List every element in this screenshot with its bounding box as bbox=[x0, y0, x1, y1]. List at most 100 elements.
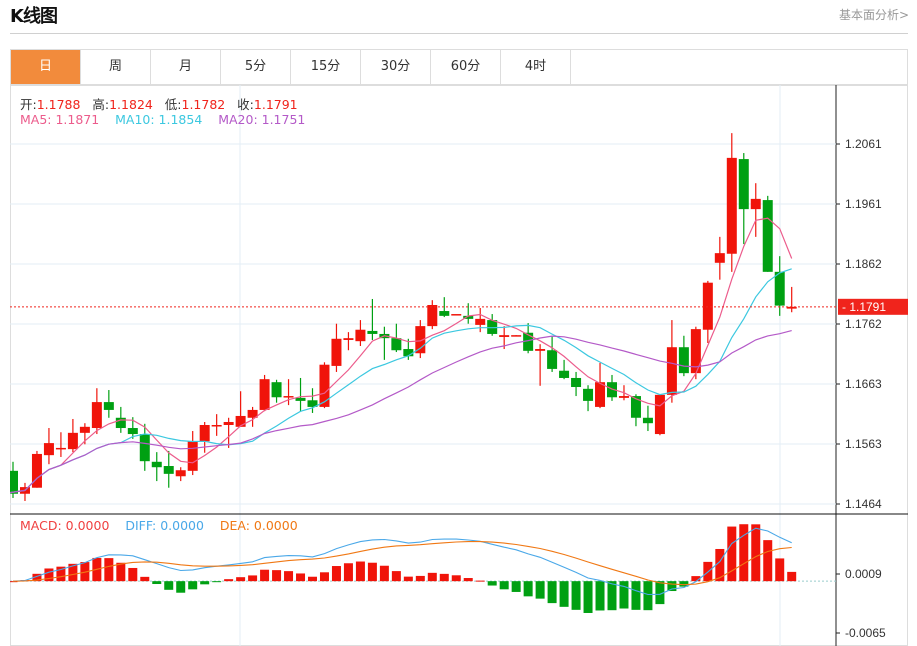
tab-15min[interactable]: 15分 bbox=[291, 50, 361, 84]
macd-bar bbox=[511, 581, 521, 592]
y-tick-label: 1.1762 bbox=[845, 317, 882, 331]
page-title: K线图 bbox=[10, 6, 58, 27]
tab-4hour[interactable]: 4时 bbox=[501, 50, 571, 84]
macd-bar bbox=[260, 569, 270, 582]
fundamental-analysis-link[interactable]: 基本面分析> bbox=[838, 8, 909, 22]
candle-up bbox=[595, 382, 606, 407]
candle-up bbox=[427, 305, 438, 327]
macd-bar bbox=[655, 581, 665, 605]
candle-up bbox=[79, 426, 90, 433]
macd-bar bbox=[547, 581, 557, 604]
tab-5min[interactable]: 5分 bbox=[221, 50, 291, 84]
macd-bar bbox=[691, 576, 701, 582]
macd-bar bbox=[667, 581, 677, 592]
candle-down bbox=[607, 382, 617, 398]
candle-up bbox=[55, 447, 66, 450]
tab-30min[interactable]: 30分 bbox=[361, 50, 431, 84]
candle-down bbox=[103, 402, 114, 410]
candle-up bbox=[43, 443, 54, 456]
macd-bar bbox=[763, 540, 773, 582]
candle-up bbox=[618, 396, 629, 398]
macd-bar bbox=[272, 570, 282, 582]
macd-bar bbox=[308, 576, 317, 582]
macd-bar bbox=[451, 575, 461, 582]
candle-up bbox=[702, 282, 713, 330]
dea-value: DEA: 0.0000 bbox=[219, 518, 298, 533]
macd-bar bbox=[56, 566, 66, 582]
candle-up bbox=[355, 329, 366, 342]
high-label: 高: bbox=[92, 97, 110, 112]
candle-up bbox=[259, 379, 270, 410]
candle-down bbox=[139, 434, 150, 462]
candle-down bbox=[463, 315, 474, 319]
macd-bar bbox=[439, 573, 449, 582]
candle-down bbox=[738, 159, 749, 210]
candle-down bbox=[523, 332, 534, 351]
macd-bar bbox=[751, 524, 761, 582]
candle-down bbox=[10, 470, 18, 494]
tab-week[interactable]: 周 bbox=[81, 50, 151, 84]
macd-bar bbox=[415, 575, 425, 582]
macd-bar bbox=[367, 562, 377, 582]
ohlc-readout: 开:1.1788 高:1.1824 低:1.1782 收:1.1791 bbox=[20, 94, 298, 113]
candle-down bbox=[571, 377, 582, 388]
y-tick-label: 1.1563 bbox=[845, 437, 882, 451]
candle-down bbox=[127, 428, 138, 435]
macd-bar bbox=[595, 581, 605, 611]
diff-line bbox=[12, 527, 792, 596]
macd-bar bbox=[331, 566, 341, 582]
macd-bar bbox=[583, 581, 593, 613]
candle-up bbox=[175, 470, 186, 477]
candle-up bbox=[451, 314, 462, 316]
candle-down bbox=[163, 466, 174, 474]
y-tick-label: 1.1663 bbox=[845, 377, 882, 391]
macd-bar bbox=[284, 571, 294, 582]
macd-bar bbox=[679, 581, 689, 587]
chart-canvas[interactable]: 1.2061 1.1961 1.1862 1.1762 1.1663 1.1563 1.14… bbox=[10, 85, 908, 646]
candle-up bbox=[199, 425, 210, 442]
kline-chart[interactable]: 1.2061 1.1961 1.1862 1.1762 1.1663 1.1563 1.14… bbox=[10, 85, 908, 646]
macd-bar bbox=[140, 576, 150, 582]
macd-bar bbox=[128, 567, 138, 582]
candle-down bbox=[115, 417, 126, 429]
open-value: 1.1788 bbox=[36, 97, 81, 112]
macd-bar bbox=[403, 576, 413, 582]
open-label: 开: bbox=[20, 97, 37, 112]
macd-bar bbox=[643, 581, 653, 611]
candle-down bbox=[547, 350, 558, 369]
macd-bar bbox=[631, 581, 641, 610]
macd-bar bbox=[343, 563, 353, 582]
candle-up bbox=[786, 306, 797, 309]
macd-bar bbox=[164, 581, 174, 590]
candle-up bbox=[714, 253, 725, 263]
macd-bar bbox=[715, 548, 725, 582]
macd-bar bbox=[739, 524, 749, 582]
tab-60min[interactable]: 60分 bbox=[431, 50, 501, 84]
candle-down bbox=[271, 382, 282, 398]
y-tick-label: 1.1862 bbox=[845, 257, 882, 271]
period-tabs: 日 周 月 5分 15分 30分 60分 4时 bbox=[10, 49, 908, 85]
macd-bar bbox=[224, 579, 234, 582]
close-label: 收: bbox=[237, 97, 254, 112]
macd-bar bbox=[775, 558, 785, 582]
candle-up bbox=[31, 453, 42, 488]
diff-value: DIFF: 0.0000 bbox=[125, 518, 204, 533]
macd-bar bbox=[152, 581, 162, 585]
tab-day[interactable]: 日 bbox=[11, 50, 81, 84]
y-tick-label: 1.1961 bbox=[845, 197, 882, 211]
candle-down bbox=[762, 200, 773, 272]
ma20-value: MA20: 1.1751 bbox=[218, 112, 306, 127]
macd-bar bbox=[379, 565, 389, 582]
ma10-value: MA10: 1.1854 bbox=[115, 112, 203, 127]
candle-down bbox=[151, 461, 162, 468]
candle-down bbox=[678, 347, 689, 374]
ma10-line bbox=[10, 268, 792, 494]
candle-down bbox=[391, 338, 402, 351]
candle-up bbox=[535, 349, 546, 351]
tab-month[interactable]: 月 bbox=[151, 50, 221, 84]
candle-up bbox=[223, 421, 234, 426]
macd-y-tick-label: -0.0065 bbox=[845, 626, 886, 640]
ma5-value: MA5: 1.1871 bbox=[20, 112, 100, 127]
candle-down bbox=[583, 388, 594, 401]
macd-bar bbox=[68, 563, 78, 582]
